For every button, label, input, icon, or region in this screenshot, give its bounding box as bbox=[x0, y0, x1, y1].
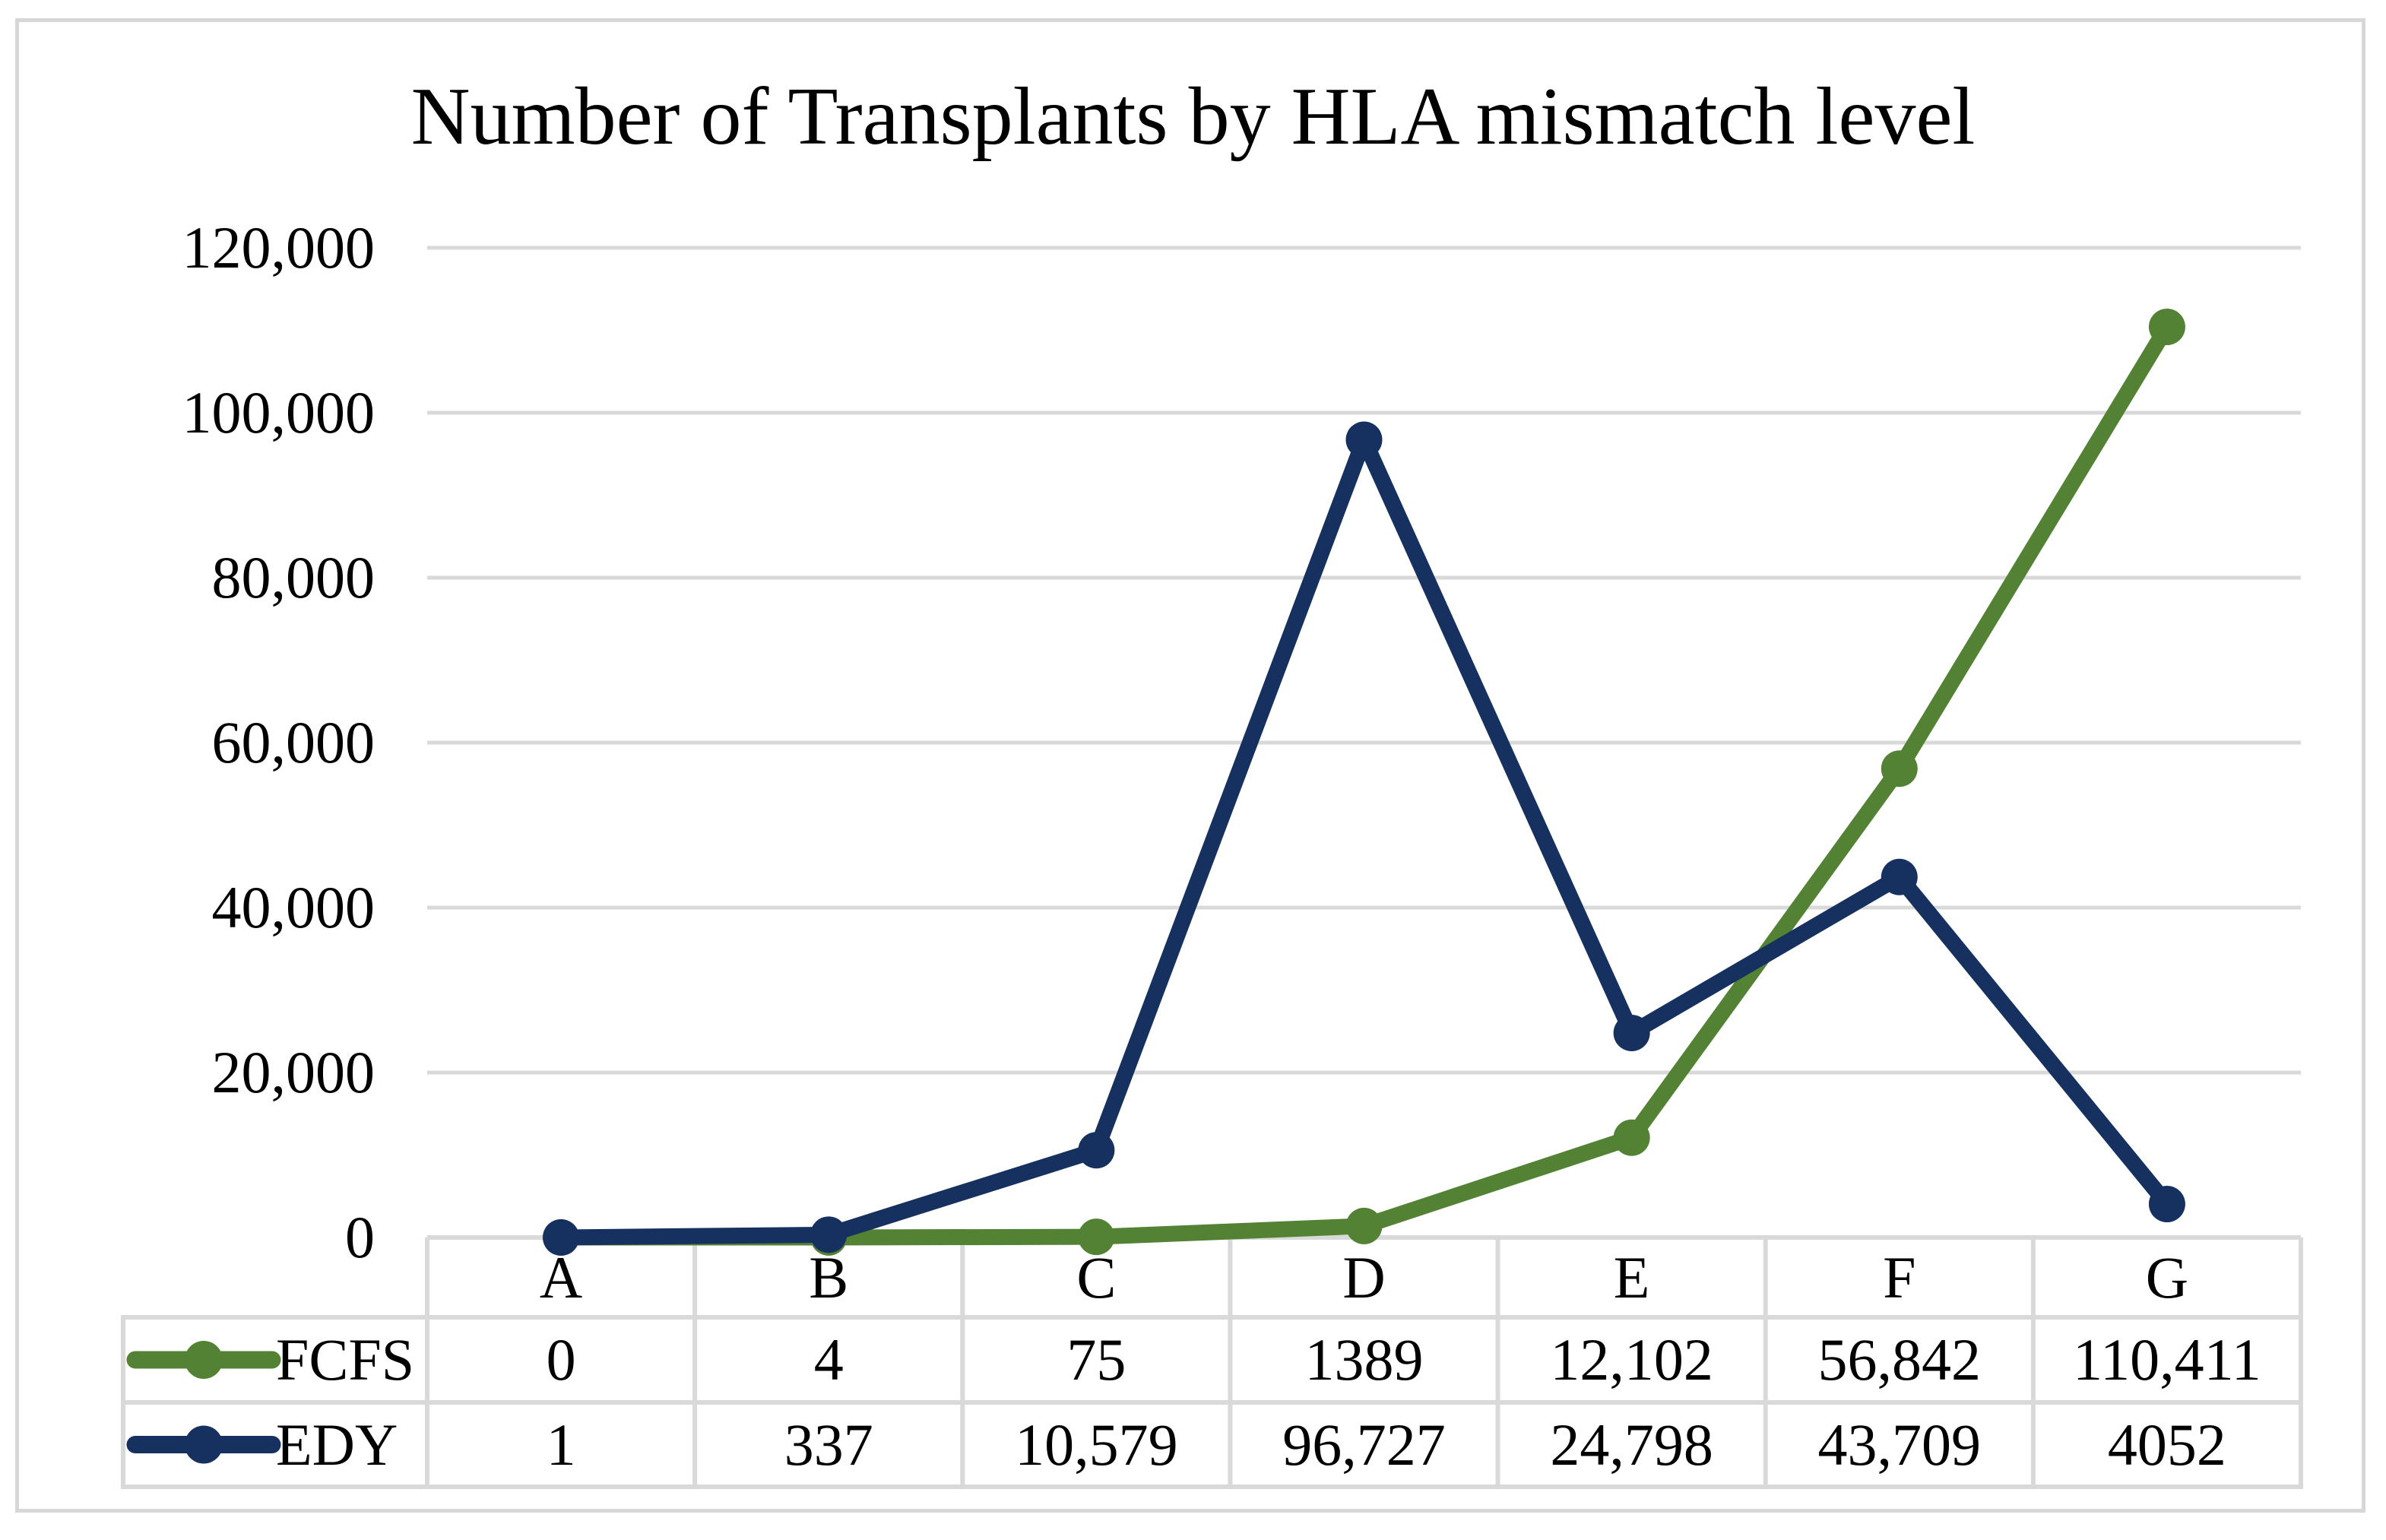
legend-label-EDY: EDY bbox=[276, 1411, 398, 1478]
table-value-FCFS-A: 0 bbox=[546, 1326, 576, 1393]
point-FCFS-F bbox=[1881, 750, 1918, 787]
y-tick-label-20,000: 20,000 bbox=[211, 1039, 375, 1105]
category-label-E: E bbox=[1613, 1244, 1650, 1310]
series-line-FCFS bbox=[553, 318, 2175, 1246]
table-value-EDY-D: 96,727 bbox=[1282, 1411, 1446, 1478]
legend-label-FCFS: FCFS bbox=[276, 1326, 415, 1393]
table-value-EDY-G: 4052 bbox=[2107, 1411, 2226, 1478]
category-label-B: B bbox=[809, 1244, 849, 1310]
point-EDY-D bbox=[1345, 421, 1383, 458]
legend-marker-EDY bbox=[185, 1425, 223, 1464]
table-value-FCFS-D: 1389 bbox=[1304, 1326, 1424, 1393]
table-value-EDY-A: 1 bbox=[546, 1411, 576, 1478]
y-tick-label-100,000: 100,000 bbox=[182, 379, 375, 445]
table-value-FCFS-G: 110,411 bbox=[2073, 1326, 2261, 1393]
y-tick-label-80,000: 80,000 bbox=[211, 544, 375, 610]
point-EDY-F bbox=[1881, 858, 1918, 895]
chart-title: Number of Transplants by HLA mismatch le… bbox=[410, 71, 1976, 162]
point-EDY-E bbox=[1613, 1014, 1650, 1051]
point-FCFS-C bbox=[1078, 1218, 1115, 1256]
point-FCFS-D bbox=[1345, 1207, 1383, 1244]
point-FCFS-G bbox=[2148, 309, 2185, 346]
table-value-FCFS-B: 4 bbox=[813, 1326, 844, 1393]
point-EDY-A bbox=[543, 1218, 580, 1256]
table-value-FCFS-E: 12,102 bbox=[1550, 1326, 1713, 1393]
table-value-EDY-C: 10,579 bbox=[1015, 1411, 1178, 1478]
point-FCFS-E bbox=[1613, 1119, 1650, 1156]
table-value-EDY-B: 337 bbox=[784, 1411, 873, 1478]
point-EDY-G bbox=[2148, 1186, 2185, 1223]
point-EDY-B bbox=[810, 1216, 848, 1253]
table-value-EDY-E: 24,798 bbox=[1550, 1411, 1713, 1478]
table-value-FCFS-F: 56,842 bbox=[1817, 1326, 1982, 1393]
category-label-A: A bbox=[539, 1244, 583, 1310]
category-label-F: F bbox=[1883, 1244, 1916, 1310]
legend-marker-FCFS bbox=[185, 1341, 223, 1379]
category-label-D: D bbox=[1342, 1244, 1386, 1310]
category-label-G: G bbox=[2145, 1244, 2189, 1310]
point-EDY-C bbox=[1078, 1132, 1115, 1169]
y-tick-label-60,000: 60,000 bbox=[211, 709, 375, 775]
category-label-C: C bbox=[1076, 1244, 1117, 1310]
y-tick-label-0: 0 bbox=[345, 1204, 375, 1270]
y-tick-label-40,000: 40,000 bbox=[211, 874, 375, 940]
series-line-EDY bbox=[553, 432, 2175, 1246]
y-tick-label-120,000: 120,000 bbox=[182, 214, 375, 280]
table-value-FCFS-C: 75 bbox=[1066, 1326, 1126, 1393]
chart-frame-border bbox=[15, 18, 2365, 1513]
table-value-EDY-F: 43,709 bbox=[1817, 1411, 1982, 1478]
